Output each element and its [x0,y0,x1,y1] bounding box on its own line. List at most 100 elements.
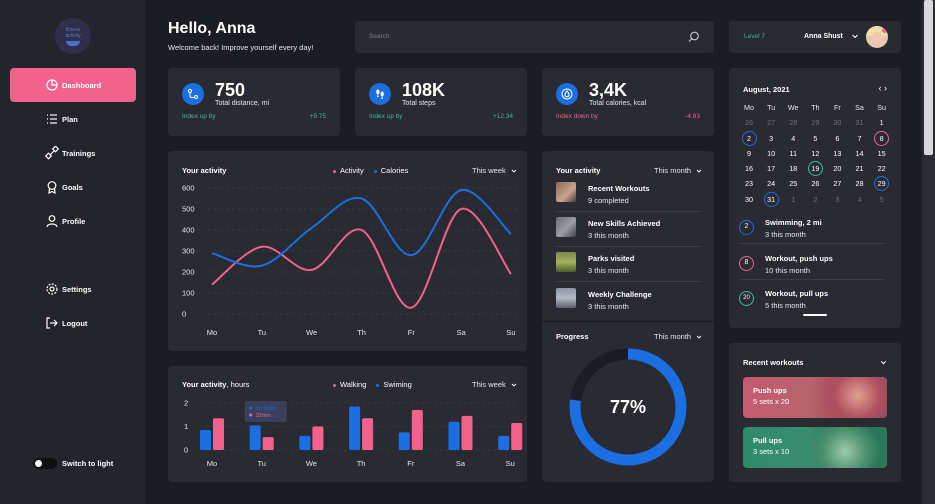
activity-period-select[interactable]: This month [654,166,702,175]
legend-item-calories[interactable]: Calories [373,166,408,175]
list-item[interactable]: New Skills Achieved 3 this month [556,217,702,251]
bar-chart-period-select[interactable]: This week [472,380,517,389]
calendar-nav[interactable]: ‹ › [878,83,888,93]
calendar-day[interactable]: 31 [848,115,870,130]
calendar-day[interactable]: 16 [738,161,760,176]
legend-item-activity[interactable]: Activity [333,166,364,175]
search-icon[interactable] [688,31,700,43]
bar-walking[interactable] [511,422,523,450]
list-item[interactable]: Parks visited 3 this month [556,252,702,286]
bar-swiming[interactable] [398,432,410,450]
calendar-day[interactable]: 9 [738,146,760,161]
line-chart-period-select[interactable]: This week [472,166,517,175]
calendar-day[interactable]: 28 [848,176,870,191]
chevron-down-icon[interactable] [851,32,859,40]
bar-swiming[interactable] [349,406,361,450]
calendar-day[interactable]: 29 [871,176,893,192]
sidebar-item-settings[interactable]: Settings [10,272,136,306]
calendar-day[interactable]: 6 [826,131,848,146]
day-number: 21 [855,164,864,174]
calendar-day[interactable]: 21 [848,161,870,176]
calendar-day[interactable]: 26 [804,176,826,191]
sidebar-item-trainings[interactable]: Trainings [10,136,136,170]
scrollbar-thumb[interactable] [924,0,933,155]
sidebar-item-logout[interactable]: Logout [10,306,136,340]
workout-card-push-ups[interactable]: Push ups 5 sets x 20 [743,377,887,418]
calendar-day[interactable]: 27 [760,115,782,130]
theme-toggle[interactable] [33,458,57,469]
calendar-day[interactable]: 1 [782,192,804,207]
calendar-day[interactable]: 19 [804,161,826,177]
calendar-day[interactable]: 3 [826,192,848,207]
sidebar-item-dashboard[interactable]: Dashboard [10,68,136,102]
sidebar-item-profile[interactable]: Profile [10,204,136,238]
bar-walking[interactable] [362,418,374,450]
bar-swiming[interactable] [249,425,261,450]
calendar-event[interactable]: 20 Workout, pull ups 5 this month [739,287,885,321]
calendar-day[interactable]: 18 [782,161,804,176]
calendar-day[interactable]: 5 [871,192,893,207]
calendar-day[interactable]: 13 [826,146,848,161]
legend-item-walking[interactable]: Walking [333,380,366,389]
list-item[interactable]: Recent Workouts 9 completed [556,182,702,216]
sidebar-item-goals[interactable]: Goals [10,170,136,204]
user-menu[interactable]: Level 7 Anna Shust [729,21,901,53]
bar-walking[interactable] [411,410,423,450]
y-tick-label: 300 [182,247,195,256]
calendar-event[interactable]: 2 Swimming, 2 mi 3 this month [739,216,885,250]
bar-walking[interactable] [262,437,274,450]
series-line-activity[interactable] [211,207,512,309]
calendar-day[interactable]: 26 [738,115,760,130]
calendar-day[interactable]: 28 [782,115,804,130]
calendar-day[interactable]: 14 [848,146,870,161]
calendar-day[interactable]: 17 [760,161,782,176]
calendar-day[interactable]: 22 [871,161,893,176]
calendar-day[interactable]: 30 [738,192,760,207]
bar-walking[interactable] [461,415,473,450]
calendar-day[interactable]: 1 [871,115,893,130]
day-number: 28 [855,179,864,189]
sidebar-item-plan[interactable]: Plan [10,102,136,136]
bar-swiming[interactable] [299,435,311,450]
bar-swiming[interactable] [498,435,510,450]
chevron-down-icon[interactable] [880,359,887,366]
calendar-day[interactable]: 4 [848,192,870,207]
calendar-day[interactable]: 20 [826,161,848,176]
calendar-day[interactable]: 12 [804,146,826,161]
page-subtitle: Welcome back! Improve yourself every day… [168,43,314,52]
legend-item-swiming[interactable]: Swiming [376,380,412,389]
calendar-day[interactable]: 25 [782,176,804,191]
bar-swiming[interactable] [200,430,211,450]
calendar-day[interactable]: 29 [804,115,826,130]
calendar-day[interactable]: 27 [826,176,848,191]
calendar-day[interactable]: 24 [760,176,782,191]
calendar-day[interactable]: 5 [804,131,826,146]
calendar-day[interactable]: 2 [804,192,826,207]
day-number: 24 [767,179,776,189]
calendar-day[interactable]: 30 [826,115,848,130]
page-scrollbar[interactable] [922,0,935,504]
calendar-day[interactable]: 31 [760,191,782,207]
calendar-day[interactable]: 8 [871,130,893,146]
calendar-day[interactable]: 4 [782,131,804,146]
workout-card-pull-ups[interactable]: Pull ups 3 sets x 10 [743,427,887,468]
list-item[interactable]: Weekly Challenge 3 this month [556,288,702,322]
calendar-day[interactable]: 10 [760,146,782,161]
calendar-day[interactable]: 3 [760,131,782,146]
series-line-calories[interactable] [211,189,512,268]
calendar-event[interactable]: 8 Workout, push ups 10 this month [739,252,885,286]
y-tick-label: 600 [182,184,195,193]
calendar-day[interactable]: 2 [738,130,760,146]
bar-walking[interactable] [312,426,324,451]
bar-swiming[interactable] [448,421,460,450]
events-scroll-indicator[interactable] [803,314,827,316]
bar-walking[interactable] [213,418,224,450]
avatar[interactable] [866,26,888,48]
calendar-day[interactable]: 7 [848,131,870,146]
search-input[interactable]: Search [355,21,714,53]
calendar-day[interactable]: 23 [738,176,760,191]
progress-period-select[interactable]: This month [654,332,702,341]
calendar-day[interactable]: 11 [782,146,804,161]
calendar-day[interactable]: 15 [871,146,893,161]
app-logo[interactable]: fitness activity [55,18,91,54]
